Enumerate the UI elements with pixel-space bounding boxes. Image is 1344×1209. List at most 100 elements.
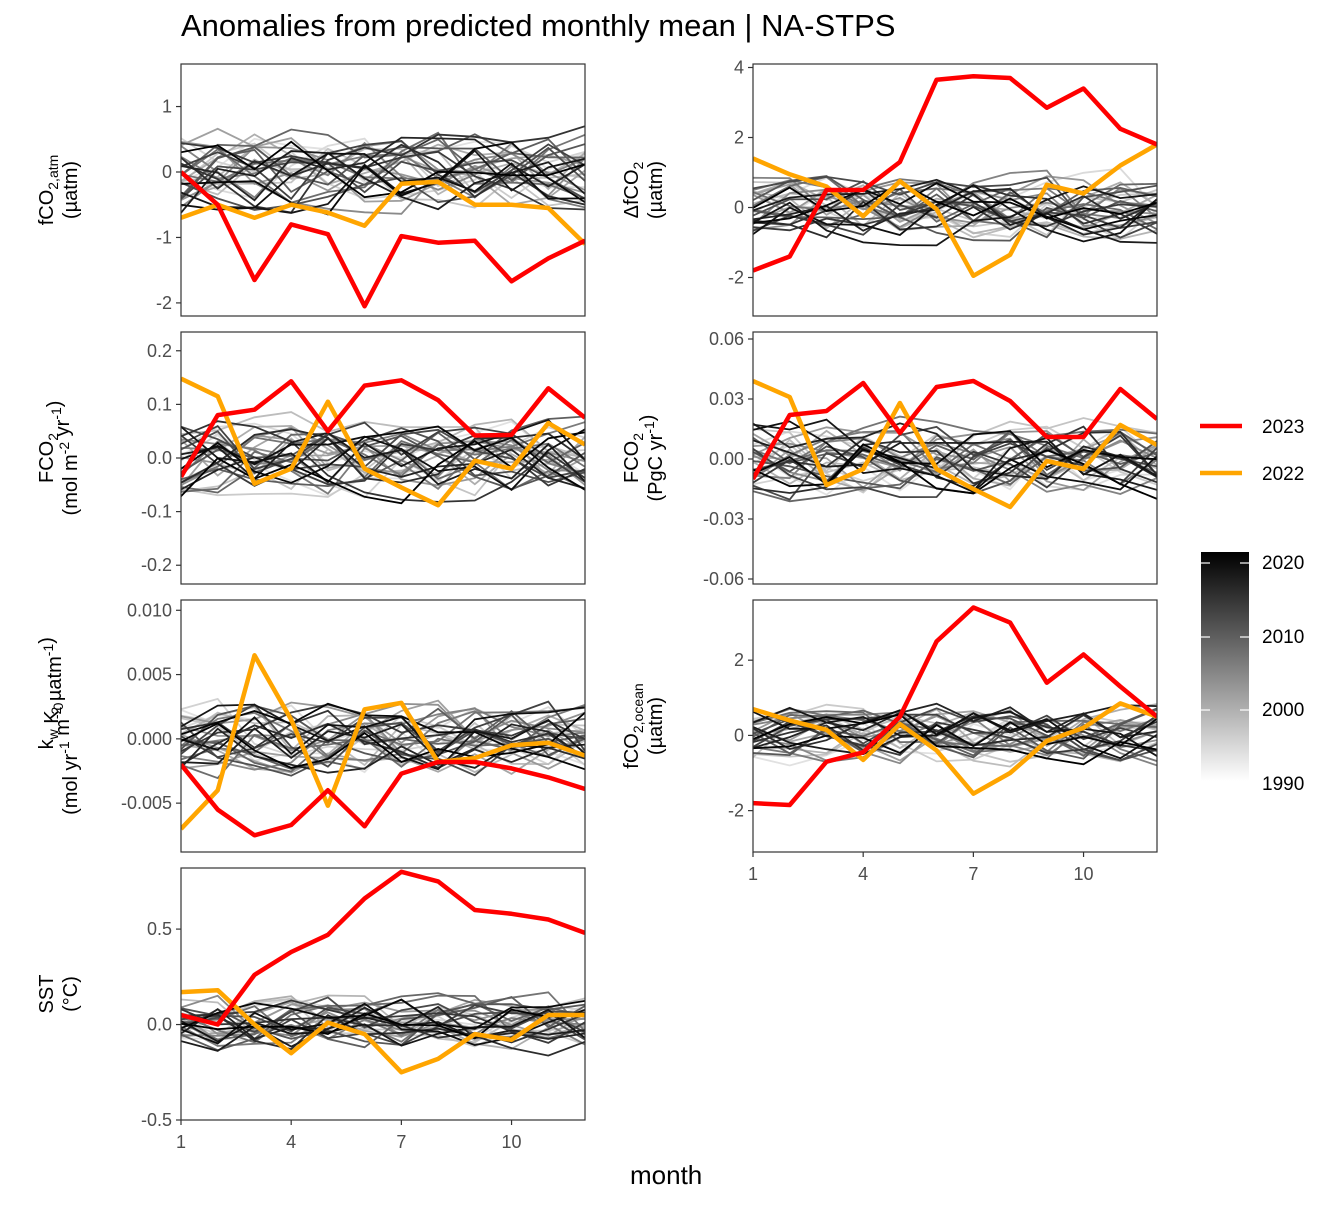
colorbar-label-2010: 2010	[1262, 627, 1304, 648]
panel-border	[180, 63, 586, 317]
y-axis-label-text: (PgC yr-1)	[637, 415, 667, 502]
background-year-line	[753, 430, 1157, 486]
panel-border	[180, 599, 586, 853]
panel-fco2flux: -0.2 -0.1 0.0 0.1 0.2 FCO2(mol m-2 yr-1)	[36, 331, 586, 585]
lines-sst	[181, 869, 585, 1075]
page-title: Anomalies from predicted monthly mean | …	[181, 8, 896, 43]
y-axis-label-text: kw K0	[36, 702, 66, 749]
y-tick-label: 0	[734, 725, 744, 745]
background-year-line	[181, 428, 585, 491]
background-year-line	[753, 434, 1157, 489]
y-tick-label: 0.00	[709, 449, 744, 469]
y-tick-label: -0.1	[141, 502, 172, 522]
y-axis-label-text: ΔfCO2	[621, 161, 646, 218]
background-year-line	[753, 194, 1157, 239]
y-tick-label: 0.06	[709, 329, 744, 349]
panel-fco2pg: -0.06 -0.03 0.00 0.03 0.06 FCO2 (PgC yr-1)	[621, 329, 1158, 589]
panel-border	[752, 331, 1158, 585]
background-year-line	[753, 717, 1157, 755]
panel-sst: -0.5 0.0 0.5 1 4 7 10 SST (°C)	[36, 867, 586, 1152]
background-year-line	[181, 1008, 585, 1047]
y-tick-label: -0.06	[703, 569, 744, 589]
x-tick-label: 4	[286, 1132, 296, 1152]
background-year-line	[181, 125, 585, 214]
legend-years: 2023 2022	[1200, 417, 1304, 485]
background-year-line	[181, 998, 585, 1030]
legend-label-2022: 2022	[1262, 464, 1304, 485]
y-tick-label: 0.2	[147, 341, 172, 361]
series-line-2023	[753, 605, 1157, 808]
background-year-line	[181, 437, 585, 491]
series-line-2022	[181, 376, 585, 508]
background-year-line	[753, 713, 1157, 766]
y-axis-label-sst: SST (°C)	[36, 975, 82, 1014]
y-axis-label-text: (mol yr-1 m-2 µatm-1)	[36, 637, 82, 815]
y-tick-label: -0.5	[141, 1110, 172, 1130]
y-tick-label: 0.03	[709, 389, 744, 409]
background-year-line	[753, 181, 1157, 220]
background-year-line	[753, 709, 1157, 750]
y-tick-label: -0.2	[141, 555, 172, 575]
background-year-line	[753, 702, 1157, 749]
colorbar	[1201, 552, 1249, 781]
x-tick-label: 4	[858, 864, 868, 884]
x-tick-label: 10	[1074, 864, 1094, 884]
y-axis-label-text: (°C)	[60, 976, 82, 1012]
x-tick-label: 1	[176, 1132, 186, 1152]
y-axis-label-text: SST	[36, 975, 58, 1014]
series-line-2022	[181, 179, 585, 246]
background-year-line	[181, 701, 585, 770]
y-axis-label-text: fCO2,ocean	[621, 683, 646, 768]
background-year-line	[753, 706, 1157, 757]
background-year-line	[181, 1016, 585, 1052]
series-line-2023	[181, 378, 585, 478]
y-tick-label: 2	[734, 650, 744, 670]
y-axis-label-text: (µatm)	[60, 161, 82, 219]
y-tick-label: -0.03	[703, 509, 744, 529]
series-line-2022	[181, 653, 585, 831]
panel-border	[180, 867, 586, 1121]
background-year-line	[753, 707, 1157, 762]
series-line-2023	[181, 869, 585, 1027]
background-year-line	[181, 707, 585, 770]
background-year-line	[753, 415, 1157, 465]
background-year-line	[753, 178, 1157, 221]
background-year-line	[181, 159, 585, 200]
background-year-line	[181, 700, 585, 759]
y-tick-label: 0	[162, 162, 172, 182]
background-year-line	[181, 433, 585, 491]
panel-fco2atm: -2 -1 0 1 fCO2,atm (µatm)	[36, 63, 586, 317]
y-axis-label-text: FCO2	[36, 433, 61, 483]
background-year-line	[181, 1013, 585, 1057]
y-tick-label: 0	[734, 198, 744, 218]
y-tick-label: 0.1	[147, 394, 172, 414]
y-axis-label-fco2atm: fCO2,atm (µatm)	[36, 155, 82, 226]
background-year-line	[181, 140, 585, 199]
y-axis-label-text: (mol m-2 yr-1)	[44, 401, 82, 516]
y-tick-label: -2	[728, 268, 744, 288]
x-tick-label: 7	[396, 1132, 406, 1152]
background-year-line	[181, 150, 585, 214]
panel-border	[752, 63, 1158, 317]
lines-dfco2	[753, 73, 1157, 279]
background-year-line	[753, 433, 1157, 489]
y-axis-label-fco2flux: FCO2(mol m-2 yr-1)	[36, 401, 82, 516]
background-year-line	[181, 723, 585, 774]
x-tick-label: 1	[748, 864, 758, 884]
background-year-line	[181, 1008, 585, 1044]
background-year-line	[181, 420, 585, 503]
colorbar-label-2020: 2020	[1262, 553, 1304, 574]
panel-fco2ocean: -2 0 2 1 4 7 10 fCO2,ocean (µatm)	[621, 599, 1158, 884]
y-axis-label-fco2pg: FCO2 (PgC yr-1)	[621, 415, 667, 502]
background-year-line	[181, 712, 585, 769]
y-tick-label: -2	[156, 293, 172, 313]
series-line-2022	[753, 142, 1157, 279]
legend-colorbar: 2020 2010 2000 1990	[1201, 552, 1304, 795]
lines-kwk0	[181, 653, 585, 838]
legend-label-2023: 2023	[1262, 417, 1304, 438]
y-axis-label-text: FCO2	[621, 433, 646, 483]
series-line-2022	[753, 701, 1157, 796]
background-year-line	[181, 131, 585, 204]
series-line-2023	[753, 73, 1157, 273]
